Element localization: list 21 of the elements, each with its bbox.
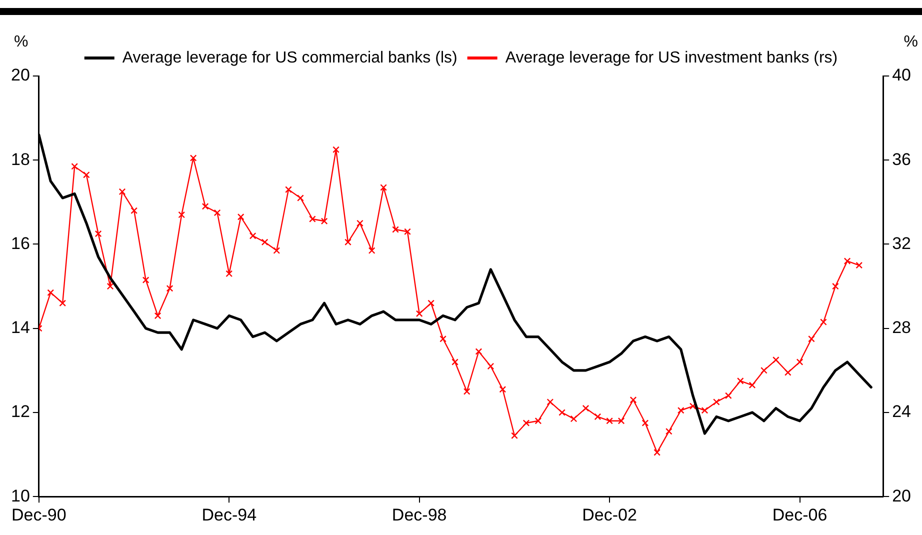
x-tick-label: Dec-06 [772,505,828,524]
y2-tick-label: 32 [892,234,912,253]
x-tick-label: Dec-02 [582,505,637,524]
legend-label: Average leverage for US investment banks (rs) [505,49,838,66]
x-tick-label: Dec-98 [392,505,447,524]
y-tick-label: 10 [10,486,30,506]
y-tick-label: 14 [10,318,30,338]
y-tick-label: 20 [10,66,30,85]
x-tick-label: Dec-90 [12,505,66,524]
y-axis-title: % [14,33,28,50]
y2-tick-label: 36 [892,150,912,169]
x-tick-label: Dec-94 [202,505,257,524]
legend-label: Average leverage for US commercial banks (ls) [122,49,458,66]
y2-tick-label: 20 [892,486,912,506]
y2-tick-label: 28 [892,318,912,338]
y2-tick-label: 24 [892,402,912,422]
y-tick-label: 16 [10,234,30,253]
y2-tick-label: 40 [892,66,912,85]
y-tick-label: 18 [10,150,30,169]
y2-axis-title: % [904,33,918,50]
y-tick-label: 12 [10,402,30,422]
